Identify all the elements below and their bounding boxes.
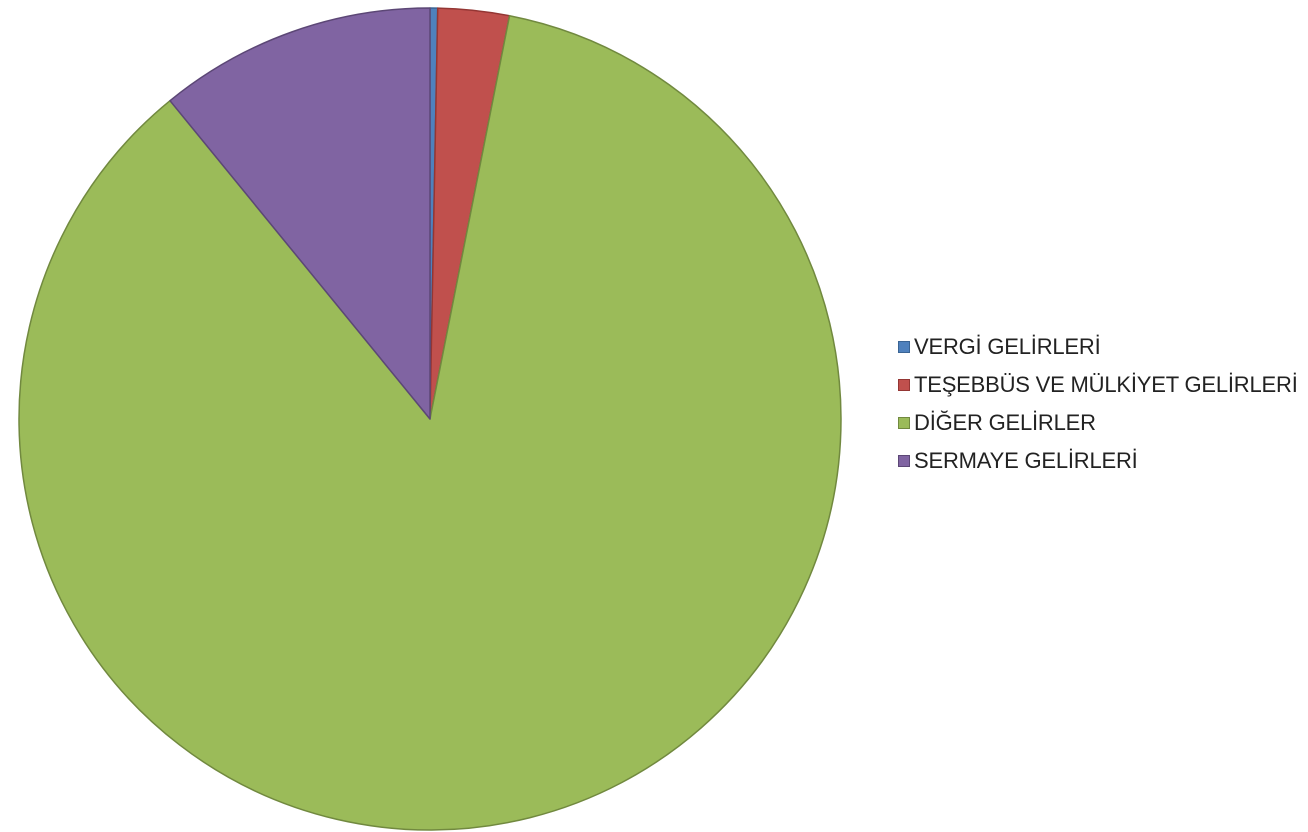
legend-label: VERGİ GELİRLERİ <box>914 333 1101 359</box>
legend-item-sermaye: SERMAYE GELİRLERİ <box>898 446 1306 475</box>
legend: VERGİ GELİRLERİ TEŞEBBÜS VE MÜLKİYET GEL… <box>898 332 1306 484</box>
legend-item-diger: DİĞER GELİRLER <box>898 408 1306 437</box>
legend-item-tesebbus: TEŞEBBÜS VE MÜLKİYET GELİRLERİ <box>898 370 1306 399</box>
legend-swatch <box>898 340 910 353</box>
pie-slice-3 <box>169 7 431 420</box>
legend-swatch <box>898 454 910 467</box>
legend-label: SERMAYE GELİRLERİ <box>914 447 1138 473</box>
pie-slice-2 <box>18 15 842 831</box>
legend-label: DİĞER GELİRLER <box>914 409 1096 435</box>
legend-label: TEŞEBBÜS VE MÜLKİYET GELİRLERİ <box>914 371 1298 397</box>
legend-item-vergi: VERGİ GELİRLERİ <box>898 332 1306 361</box>
legend-swatch <box>898 416 910 429</box>
legend-swatch <box>898 378 910 391</box>
